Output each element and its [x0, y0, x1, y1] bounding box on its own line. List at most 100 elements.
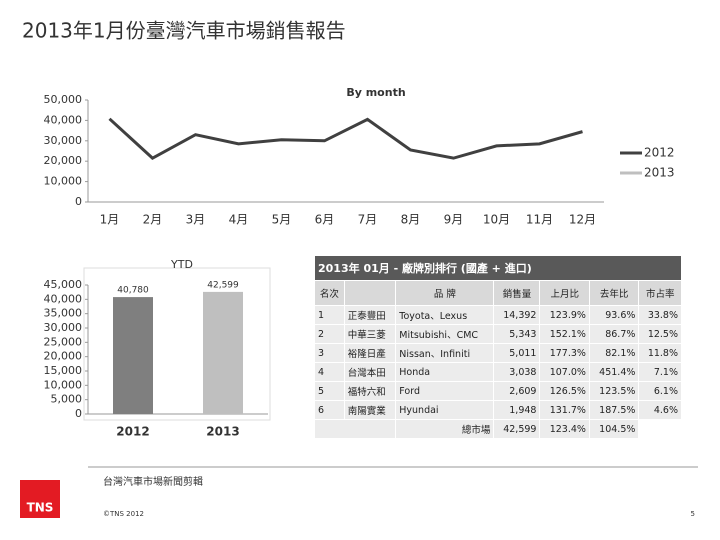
- table-row: 5 福特六和 Ford 2,609 126.5% 123.5% 6.1%: [314, 381, 682, 401]
- table-cell: 5: [314, 381, 345, 401]
- y-tick-label: 25,000: [44, 335, 83, 348]
- table-row: 名次 品 牌銷售量 上月比 去年比 市占率: [314, 280, 682, 306]
- x-tick-label: 5月: [272, 213, 292, 227]
- table-cell: 銷售量: [493, 280, 541, 306]
- y-tick-label: 20,000: [44, 350, 83, 363]
- table-cell: 7.1%: [638, 362, 682, 382]
- table-cell: 11.8%: [638, 343, 682, 363]
- x-tick-label: 1月: [100, 213, 120, 227]
- table-cell: 2013年 01月 - 廠牌別排行 (國產 + 進口): [314, 255, 682, 281]
- table-cell: 126.5%: [539, 381, 590, 401]
- bar: [203, 291, 243, 414]
- y-tick-label: 40,000: [44, 113, 83, 126]
- table-cell: Toyota、Lexus: [395, 305, 495, 325]
- table-cell: 6.1%: [638, 381, 682, 401]
- logo-box: [20, 480, 60, 518]
- y-tick-label: 15,000: [44, 364, 83, 377]
- y-tick-label: 0: [75, 407, 82, 420]
- table-cell: 187.5%: [588, 400, 640, 420]
- copyright: ©TNS 2012: [103, 510, 144, 518]
- table-cell: 12.5%: [638, 324, 682, 344]
- table-cell: [313, 419, 397, 439]
- table-cell: 裕隆日產: [343, 343, 397, 363]
- x-tick-label: 8月: [401, 213, 421, 227]
- table-cell: 4: [314, 362, 345, 382]
- table-cell: 4.6%: [638, 400, 682, 420]
- table-row: 3 裕隆日產 Nissan、Infiniti 5,011 177.3% 82.1% 11.8…: [314, 343, 682, 363]
- table-cell: 台灣本田: [343, 362, 397, 382]
- table-cell: Ford: [395, 381, 495, 401]
- table-cell: 福特六和: [343, 381, 397, 401]
- table-cell: 33.8%: [638, 305, 682, 325]
- table-cell: 451.4%: [588, 362, 640, 382]
- y-tick-label: 30,000: [44, 321, 83, 334]
- logo: TNS: [27, 501, 54, 515]
- table-cell: 正泰豐田: [343, 305, 397, 325]
- page-number: 5: [691, 510, 695, 518]
- table-row: 2013年 01月 - 廠牌別排行 (國產 + 進口): [314, 255, 682, 281]
- y-tick-label: 30,000: [44, 134, 83, 147]
- table-cell: 152.1%: [539, 324, 590, 344]
- table-cell: 上月比: [539, 280, 590, 306]
- source: 台灣汽車市場新聞剪輯: [103, 475, 203, 488]
- x-tick-label: 3月: [186, 213, 206, 227]
- chart-title: YTD: [170, 258, 193, 271]
- y-tick-label: 35,000: [44, 307, 83, 320]
- table-cell: 品 牌: [395, 280, 495, 306]
- table-cell: 93.6%: [588, 305, 640, 325]
- table-cell: 14,392: [493, 305, 541, 325]
- table-cell: 2,609: [493, 381, 541, 401]
- table-cell: 市占率: [638, 280, 682, 306]
- table-cell: Hyundai: [395, 400, 495, 420]
- table-cell: Nissan、Infiniti: [395, 343, 495, 363]
- table-cell: 2: [314, 324, 345, 344]
- table-cell: 131.7%: [539, 400, 590, 420]
- table-row: 2 中華三菱 Mitsubishi、CMC 5,343 152.1% 86.7% 12.5%: [314, 324, 682, 344]
- y-tick-label: 0: [75, 195, 82, 208]
- table-cell: 107.0%: [539, 362, 590, 382]
- table-cell: 6: [314, 400, 345, 420]
- y-tick-label: 5,000: [51, 393, 83, 406]
- table-cell: 123.5%: [588, 381, 640, 401]
- table-row: 總市場 42,599 123.4% 104.5%: [313, 419, 682, 439]
- table-cell: 82.1%: [588, 343, 640, 363]
- value-label: 42,599: [207, 280, 239, 290]
- x-tick-label: 10月: [483, 213, 510, 227]
- y-tick-label: 40,000: [44, 292, 83, 305]
- x-tick-label: 9月: [444, 213, 464, 227]
- y-tick-label: 45,000: [44, 278, 83, 291]
- x-tick-label: 6月: [315, 213, 335, 227]
- table-cell: 42,599: [493, 419, 541, 439]
- table-row: 1 正泰豐田 Toyota、Lexus 14,392 123.9% 93.6% 33.8%: [314, 305, 682, 325]
- table-cell: 5,011: [493, 343, 541, 363]
- bar: [113, 297, 153, 414]
- slide-title: 2013年1月份臺灣汽車市場銷售報告: [22, 19, 346, 43]
- table-cell: 名次: [314, 280, 345, 306]
- table-cell: 3: [314, 343, 345, 363]
- table-cell: 南陽實業: [343, 400, 397, 420]
- table-cell: 1: [314, 305, 345, 325]
- table-cell: Honda: [395, 362, 495, 382]
- legend-label: 2012: [644, 146, 675, 160]
- y-tick-label: 20,000: [44, 154, 83, 167]
- x-tick-label: 12月: [569, 213, 596, 227]
- table-cell: 123.9%: [539, 305, 590, 325]
- y-tick-label: 50,000: [44, 93, 83, 106]
- table-cell: 去年比: [588, 280, 640, 306]
- table-cell: 1,948: [493, 400, 541, 420]
- legend-label: 2013: [644, 166, 675, 180]
- chart-frame: [83, 267, 271, 421]
- chart-title: By month: [346, 86, 405, 99]
- table-row: 4 台灣本田 Honda 3,038 107.0% 451.4% 7.1%: [314, 362, 682, 382]
- x-tick-label: 11月: [526, 213, 553, 227]
- table-cell: 104.5%: [588, 419, 640, 439]
- table-row: 6 南陽實業 Hyundai 1,948 131.7% 187.5% 4.6%: [314, 400, 682, 420]
- ranking-table: 2013年 01月 - 廠牌別排行 (國產 + 進口) 名次 品 牌銷售量 上月比 去年…: [313, 255, 682, 439]
- value-label: 40,780: [117, 286, 149, 296]
- x-tick-label: 2012: [116, 425, 149, 439]
- table-cell: 3,038: [493, 362, 541, 382]
- table-cell: 177.3%: [539, 343, 590, 363]
- table-cell: [343, 280, 397, 306]
